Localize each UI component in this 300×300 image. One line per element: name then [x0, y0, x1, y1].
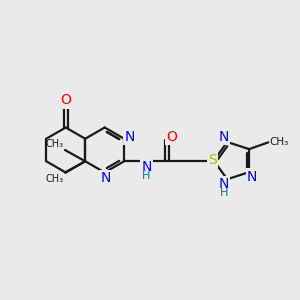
- Text: H: H: [220, 188, 228, 198]
- Text: CH₃: CH₃: [45, 174, 63, 184]
- Text: N: N: [141, 160, 152, 174]
- Text: S: S: [208, 153, 217, 167]
- Text: N: N: [100, 171, 111, 185]
- Text: CH₃: CH₃: [270, 137, 289, 147]
- Text: N: N: [219, 177, 229, 190]
- Text: N: N: [124, 130, 135, 144]
- Text: O: O: [60, 94, 71, 107]
- Text: CH₃: CH₃: [45, 139, 63, 149]
- Text: N: N: [247, 169, 257, 184]
- Text: H: H: [142, 171, 151, 181]
- Text: O: O: [166, 130, 177, 144]
- Text: N: N: [219, 130, 229, 144]
